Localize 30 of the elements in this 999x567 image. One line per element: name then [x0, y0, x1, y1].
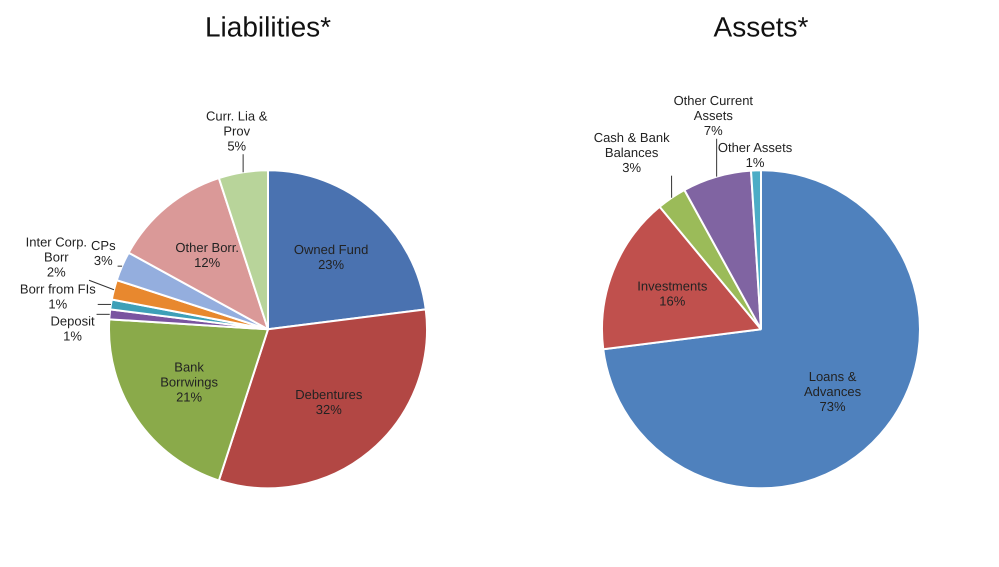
data-label: 1% — [48, 296, 68, 312]
slice-label: Inter Corp. Borr — [26, 234, 88, 264]
slice-label: Cash & Bank Balances — [594, 130, 670, 160]
data-label: 3% — [622, 160, 642, 175]
data-label: 5% — [227, 138, 247, 154]
data-label: 1% — [63, 328, 82, 344]
slice-label: Deposit — [50, 313, 95, 328]
data-label: 73% — [820, 398, 846, 414]
slice-label: Loans & Advances — [804, 368, 862, 399]
slice-label: Curr. Lia & Prov — [206, 108, 268, 138]
data-label: 7% — [704, 122, 724, 138]
slice-label: Other Borr. — [175, 240, 239, 255]
slice-label: Other Current Assets — [674, 92, 754, 123]
chart-title: Liabilities* — [204, 12, 332, 43]
data-label: 32% — [316, 402, 342, 417]
slice-label: Investments — [637, 278, 708, 294]
data-label: 21% — [176, 390, 203, 404]
chart-title: Assets* — [714, 12, 809, 43]
data-label: 12% — [194, 254, 221, 270]
slice-label: Borr from FIs — [20, 281, 96, 296]
slice-label: Bank Borrwings — [160, 360, 218, 390]
slice-label: CPs — [91, 238, 116, 253]
slice-label: Owned Fund — [294, 242, 368, 257]
slice-label: Other Assets — [718, 140, 793, 155]
data-label: 1% — [746, 154, 765, 170]
data-label: 3% — [94, 252, 114, 268]
data-label: 16% — [659, 293, 686, 308]
slice-label: Debentures — [295, 386, 363, 402]
data-label: 23% — [318, 256, 345, 272]
data-label: 2% — [46, 264, 66, 280]
